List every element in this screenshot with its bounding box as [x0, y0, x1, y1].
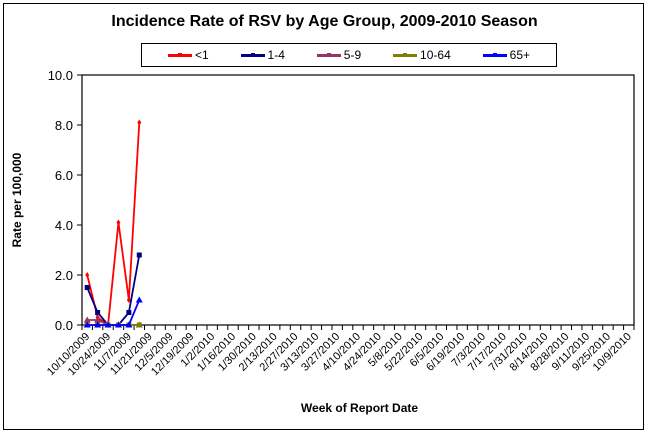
data-point: [126, 310, 132, 315]
data-point: [114, 321, 122, 328]
legend-item-5-9: 5-9: [316, 48, 362, 62]
legend-label: <1: [194, 48, 209, 62]
legend-item-65-plus: 65+: [482, 48, 531, 62]
data-point: [85, 272, 90, 278]
legend-label: 1-4: [267, 48, 285, 62]
data-point: [104, 321, 112, 328]
series-layer: [83, 119, 143, 328]
legend-item-1-4: 1-4: [240, 48, 285, 62]
y-tick-label: 6.0: [55, 168, 73, 183]
data-point: [136, 252, 142, 258]
legend-swatch-5-9: [316, 52, 341, 57]
data-point: [135, 296, 143, 303]
data-point: [136, 322, 142, 328]
legend-swatch-65-plus: [482, 52, 507, 57]
y-tick-label: 10.0: [48, 68, 73, 83]
y-tick-label: 8.0: [55, 118, 73, 133]
legend-item-10-64: 10-64: [393, 48, 451, 62]
y-tick-label: 0.0: [55, 318, 73, 333]
legend-swatch-10-64: [393, 52, 418, 57]
x-axis-label: Week of Report Date: [300, 401, 419, 415]
data-point: [95, 310, 101, 315]
legend-label: 5-9: [343, 48, 362, 62]
y-tick-label: 2.0: [55, 268, 73, 283]
chart-frame: [3, 3, 644, 430]
data-point: [94, 316, 102, 323]
legend-swatch-under-1: [167, 52, 192, 57]
plot-border: [81, 74, 635, 326]
chart-title: Incidence Rate of RSV by Age Group, 2009…: [111, 13, 538, 30]
data-point: [84, 285, 90, 290]
data-point: [83, 316, 91, 323]
legend-label: 10-64: [420, 48, 451, 62]
y-tick-label: 4.0: [55, 218, 73, 233]
data-point: [94, 321, 102, 328]
legend: <1 1-4 5-9 10-64 65+: [141, 43, 557, 67]
data-point: [116, 219, 121, 226]
legend-item-under-1: <1: [167, 48, 209, 62]
data-point: [83, 321, 91, 328]
data-point: [137, 119, 142, 126]
legend-label: 65+: [509, 48, 531, 62]
data-point: [125, 321, 133, 328]
series-4: [83, 296, 143, 328]
data-point: [126, 297, 131, 303]
legend-swatch-1-4: [240, 52, 265, 57]
